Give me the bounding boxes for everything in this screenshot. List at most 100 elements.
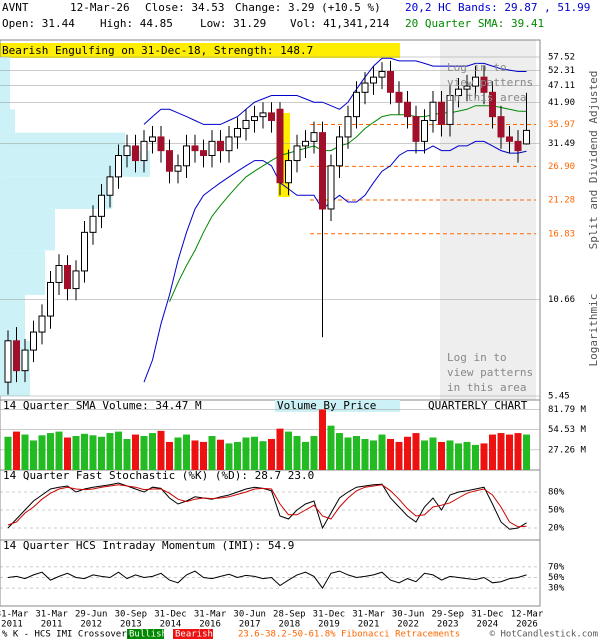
candle-body: [191, 145, 199, 152]
x-tick-year: 2016: [199, 620, 221, 630]
volume-bar: [319, 409, 326, 470]
locked-note: Log in to: [447, 351, 507, 364]
volume-bar: [412, 433, 420, 470]
volume-bar: [310, 436, 318, 470]
x-tick-year: 2017: [239, 620, 261, 630]
plot-layer: 57.52 52.31 47.11 41.90 31.49 10.66 5.45 35.97 2…: [0, 53, 587, 630]
candle-body: [123, 145, 131, 157]
volume-bar: [217, 439, 224, 470]
volume-bar: [132, 434, 139, 470]
y-tick-label: 47.11: [548, 81, 575, 91]
bands-legend: 20,2 HC Bands: 29.87 , 51.99: [405, 1, 590, 14]
chart-label: QUARTERLY CHART: [428, 399, 528, 412]
x-tick-date: 30-Jun: [233, 610, 266, 620]
candle-body: [327, 165, 335, 210]
candle-body: [463, 85, 471, 90]
candle-body: [344, 116, 352, 138]
volume-bar: [259, 441, 267, 470]
volume-bar: [225, 443, 233, 470]
candle-body: [293, 145, 301, 162]
volume-bar: [370, 440, 377, 470]
band-upper: [143, 57, 527, 125]
x-tick-date: 12-Mar: [511, 610, 544, 620]
bearish-bg: [173, 629, 213, 639]
x-tick-year: 2011: [41, 620, 63, 630]
pattern-banner: [0, 43, 400, 58]
y-tick-label: 52.31: [548, 66, 575, 76]
candle-body: [514, 140, 522, 152]
volume-bar: [4, 436, 12, 470]
volume-by-price-bar: [0, 132, 125, 151]
volume-bar: [497, 433, 505, 470]
candle-body: [455, 88, 462, 97]
volume-bar: [123, 438, 131, 470]
volume-bar: [13, 431, 20, 470]
volume-bar: [361, 438, 369, 470]
volume-bar: [327, 425, 335, 470]
y-tick-label: 81.79 M: [548, 405, 587, 415]
volume-bar: [30, 440, 37, 470]
candle-body: [285, 160, 292, 184]
volume-bar: [242, 437, 250, 470]
volume-bar: [72, 436, 80, 470]
candle-body: [217, 140, 224, 152]
candle-body: [166, 150, 173, 172]
volume-bar: [395, 441, 403, 470]
volume: Vol: 41,341,214: [290, 17, 390, 30]
x-tick-date: 30-Sep: [115, 610, 148, 620]
candle-body: [378, 71, 386, 78]
imi-title: 14 Quarter HCS Intraday Momentum (IMI): …: [3, 539, 294, 552]
x-tick-year: 2023: [437, 620, 459, 630]
volume-bar: [378, 434, 386, 470]
candle-body: [497, 116, 505, 138]
x-tick-date: 31-Dec: [313, 610, 346, 620]
y-tick-label: 30%: [548, 584, 565, 594]
candle-body: [429, 101, 437, 121]
candle-body: [30, 331, 37, 351]
candle-body: [200, 150, 207, 157]
volume-bar: [81, 433, 88, 470]
fib-label: 16.83: [548, 229, 575, 239]
stochastic-title: 14 Quarter Fast Stochastic (%K) (%D): 28…: [3, 469, 314, 482]
x-tick-year: 2014: [160, 620, 182, 630]
volume-bar: [446, 440, 454, 470]
x-tick-year: 2018: [278, 620, 300, 630]
volume-bar: [353, 436, 360, 470]
volume-bar: [200, 441, 207, 470]
open: Open: 31.44: [2, 17, 75, 30]
candle-body: [395, 91, 403, 103]
volume-bar: [387, 438, 394, 470]
volume-bar: [268, 438, 275, 470]
candle-body: [523, 129, 530, 145]
candle-body: [472, 76, 479, 87]
volume-bar: [208, 436, 216, 470]
candle-body: [370, 76, 377, 84]
y-tick-label: 10.66: [548, 295, 575, 305]
y-tick-label: 70%: [548, 562, 565, 572]
candle-body: [336, 136, 343, 167]
x-tick-date: 29-Jun: [75, 610, 108, 620]
volume-bar: [251, 436, 258, 470]
x-tick-year: 2012: [80, 620, 102, 630]
candle-body: [446, 95, 454, 125]
volume-bar: [115, 431, 122, 470]
x-tick-date: 31-Mar: [0, 610, 29, 620]
candle-body: [480, 76, 488, 93]
high: High: 44.85: [100, 17, 173, 30]
volume-by-price-bar: [0, 57, 10, 110]
x-tick-date: 31-Mar: [35, 610, 68, 620]
candle-body: [438, 101, 445, 125]
y-tick-label: 20%: [548, 524, 565, 534]
candle-body: [157, 136, 165, 152]
x-tick-year: 2011: [1, 620, 23, 630]
y-tick-label: 41.90: [548, 98, 575, 108]
volume-bar: [455, 443, 462, 470]
candle-body: [276, 108, 284, 184]
copyright: © HotCandlestick.com: [490, 630, 598, 640]
volume-by-price-bar: [0, 176, 113, 209]
candle-body: [225, 136, 233, 152]
candle-body: [387, 71, 394, 93]
volume-bar: [293, 436, 301, 470]
volume-bar: [106, 433, 114, 470]
